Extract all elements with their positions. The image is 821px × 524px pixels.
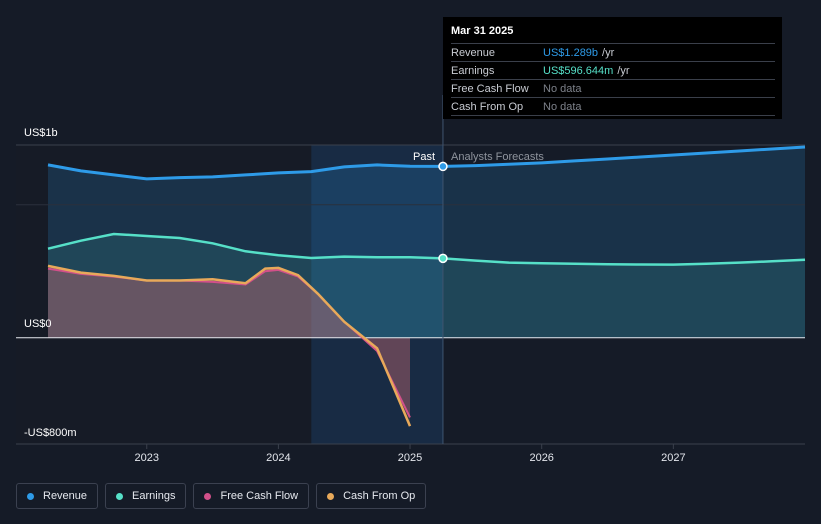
legend-earnings[interactable]: Earnings — [105, 483, 187, 509]
earnings-area — [48, 234, 805, 338]
x-tick-label: 2027 — [661, 452, 685, 464]
earnings-marker — [438, 253, 448, 264]
legend-label: Cash From Op — [343, 490, 416, 502]
revenue-line — [47, 145, 806, 181]
x-tick-label: 2024 — [266, 452, 290, 464]
revenue-area — [48, 147, 805, 338]
legend-dot-free-cash-flow — [204, 492, 212, 500]
legend-cash-from-op[interactable]: Cash From Op — [316, 483, 427, 509]
x-tick-label: 2025 — [398, 452, 422, 464]
tooltip-label: Earnings — [451, 64, 495, 77]
tooltip-value: US$1.289b — [543, 46, 599, 59]
legend-dot-cash-from-op — [327, 492, 335, 500]
legend-label: Earnings — [132, 490, 176, 502]
tooltip-row-cash-from-op: Cash From Op No data — [451, 97, 775, 116]
tooltip-label: Cash From Op — [451, 100, 524, 113]
y-axis-label-bottom: -US$800m — [24, 427, 77, 439]
y-axis-label-zero: US$0 — [24, 318, 52, 330]
x-tick-label: 2026 — [529, 452, 553, 464]
forecast-label: Analysts Forecasts — [451, 151, 544, 163]
tooltip-row-earnings: Earnings US$596.644m/yr — [451, 61, 775, 79]
free-cash-flow-area — [48, 268, 410, 418]
revenue-marker — [438, 161, 448, 172]
earnings-line — [47, 232, 806, 266]
tooltip-value: No data — [543, 100, 582, 113]
chart-legend: Revenue Earnings Free Cash Flow Cash Fro… — [16, 483, 427, 509]
legend-label: Revenue — [43, 490, 88, 502]
legend-label: Free Cash Flow — [220, 490, 299, 502]
tooltip-value: No data — [543, 82, 582, 95]
legend-dot-revenue — [27, 492, 34, 500]
legend-revenue[interactable]: Revenue — [16, 483, 99, 509]
tooltip-value: US$596.644m — [543, 64, 614, 77]
legend-free-cash-flow[interactable]: Free Cash Flow — [193, 483, 310, 509]
highlight-region — [311, 145, 443, 444]
legend-dot-earnings — [116, 492, 124, 500]
tooltip-unit: /yr — [617, 64, 630, 77]
cash-from-op-area — [48, 265, 410, 427]
tooltip-date: Mar 31 2025 — [451, 25, 514, 37]
tooltip-row-revenue: Revenue US$1.289b/yr — [451, 43, 775, 61]
cash-from-op-line — [47, 264, 412, 427]
x-tick-label: 2023 — [134, 452, 158, 464]
tooltip-row-free-cash-flow: Free Cash Flow No data — [451, 79, 775, 97]
tooltip-label: Free Cash Flow — [451, 82, 529, 95]
data-tooltip: Mar 31 2025 Revenue US$1.289b/yr Earning… — [443, 17, 782, 119]
tooltip-unit: /yr — [602, 46, 615, 59]
past-label: Past — [413, 151, 435, 163]
tooltip-label: Revenue — [451, 46, 496, 59]
y-axis-label-top: US$1b — [24, 127, 58, 139]
